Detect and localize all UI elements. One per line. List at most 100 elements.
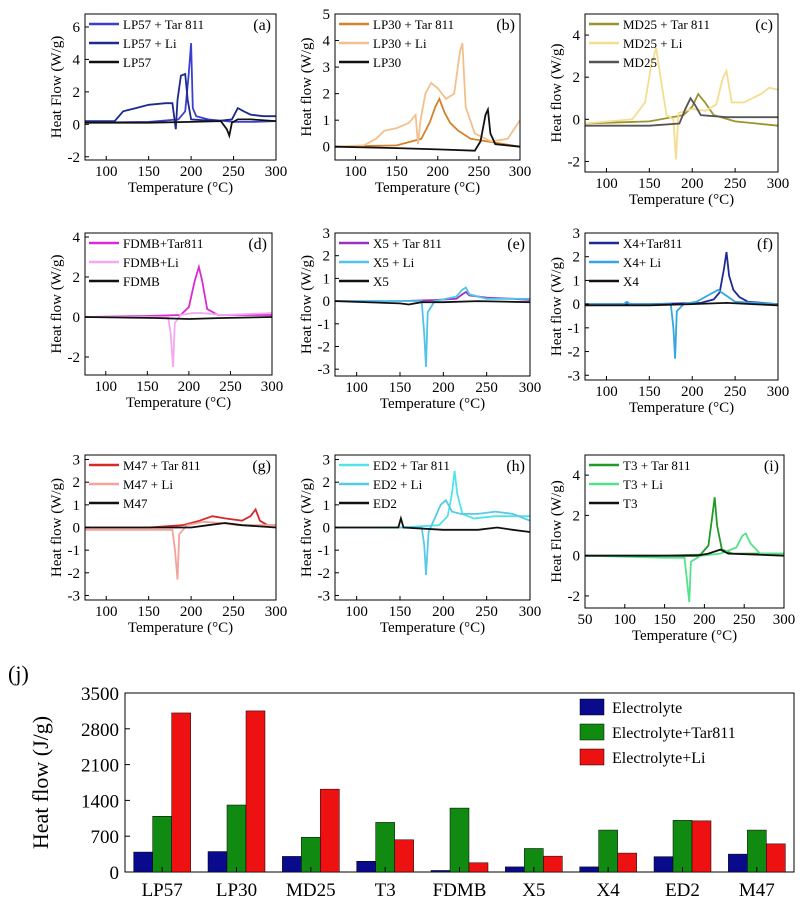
series-line-2 <box>335 106 520 152</box>
y-tick-label: -3 <box>568 368 581 384</box>
legend-label: ED2 + Li <box>373 477 423 492</box>
y-axis-title: Heat flow (W/g) <box>549 43 565 142</box>
y-axis-title: Heat Flow (W/g) <box>49 36 65 138</box>
y-tick-label: 0 <box>323 294 331 310</box>
x-tick-label: 200 <box>693 612 716 628</box>
x-tick-label: 250 <box>222 164 245 180</box>
panel-label: (b) <box>496 17 515 34</box>
y-tick-label: -1 <box>68 543 81 559</box>
series-line-2 <box>585 96 778 127</box>
x-tick-label: 300 <box>519 380 542 396</box>
series-line-1 <box>585 532 784 603</box>
legend-label: T3 + Li <box>623 477 663 492</box>
x-tick-label: 150 <box>136 379 159 395</box>
legend-label: X4 <box>623 274 639 289</box>
plot-frame <box>84 232 273 376</box>
x-tick-label: X4 <box>597 880 621 901</box>
legend-label: Electrolyte <box>612 700 682 717</box>
y-tick-label: -2 <box>318 339 331 355</box>
y-tick-label: -1 <box>568 321 581 337</box>
bar <box>672 820 693 873</box>
y-tick-label: 1 <box>323 498 331 514</box>
bar <box>207 851 228 873</box>
y-tick-label: 2 <box>73 475 81 491</box>
panel-label: (e) <box>507 236 525 253</box>
y-tick-label: 2 <box>73 270 81 286</box>
y-tick-label: 700 <box>91 827 120 848</box>
legend-label: X5 + Tar 811 <box>373 236 442 251</box>
legend-label: X5 <box>373 274 389 289</box>
y-tick-label: 2 <box>573 508 581 524</box>
legend-label: M47 <box>123 496 148 511</box>
bar <box>245 710 266 873</box>
y-tick-label: 0 <box>323 521 331 537</box>
x-tick-label: 300 <box>261 379 284 395</box>
y-tick-label: -2 <box>68 566 81 582</box>
legend-label: ED2 <box>373 496 397 511</box>
bar <box>394 839 414 873</box>
bar <box>430 870 451 873</box>
bar <box>653 856 674 873</box>
plot-frame <box>584 13 779 173</box>
x-tick-label: 250 <box>222 604 245 620</box>
x-axis-title: Temperature (°C) <box>375 180 480 196</box>
y-tick-label: 4 <box>573 468 581 484</box>
bar <box>543 855 563 873</box>
bar <box>598 829 618 873</box>
y-tick-label: 0 <box>73 521 81 537</box>
bar <box>320 788 340 873</box>
x-axis-title: Temperature (°C) <box>380 396 485 412</box>
x-tick-label: 300 <box>767 176 790 192</box>
series-line-1 <box>85 72 276 130</box>
x-tick-label: 250 <box>724 384 747 400</box>
x-tick-label: 100 <box>95 604 118 620</box>
y-tick-label: 2 <box>73 85 81 101</box>
x-tick-label: 250 <box>733 612 756 628</box>
y-tick-label: -3 <box>68 588 81 604</box>
series-line-2 <box>585 301 778 307</box>
y-tick-label: 3 <box>573 226 581 242</box>
legend-label: MD25 + Tar 811 <box>623 17 710 32</box>
series-line-1 <box>585 47 778 160</box>
y-tick-label: 0 <box>110 863 120 884</box>
panel-label: (c) <box>755 17 773 34</box>
legend-label: LP30 + Tar 811 <box>373 17 454 32</box>
series-line-2 <box>585 548 784 557</box>
x-tick-label: MD25 <box>286 880 336 901</box>
panel-label: (d) <box>248 236 267 253</box>
y-tick-label: 3 <box>323 60 331 76</box>
x-tick-label: 150 <box>137 604 160 620</box>
y-tick-label: 2100 <box>81 756 119 777</box>
x-tick-label: 300 <box>519 604 542 620</box>
legend-label: Electrolyte+Li <box>612 750 706 767</box>
x-tick-label: 200 <box>427 164 450 180</box>
x-tick-label: 250 <box>475 380 498 396</box>
series-line-0 <box>85 263 272 318</box>
bar-chart-j: 0 700 1400 2100 2800 3500 LP57 LP30 MD25 T3 FDMB X5… <box>8 661 795 901</box>
bar <box>152 816 172 873</box>
dsc-panel-3: 100 150 200 250 300 -2 0 2 4 Temperature (°C) Heat… <box>49 230 283 411</box>
bar <box>449 807 470 873</box>
y-axis-title: Heat flow (W/g) <box>299 478 315 577</box>
legend-label: LP57 + Tar 811 <box>123 17 204 32</box>
legend-label: FDMB <box>123 274 160 289</box>
series-line-0 <box>585 92 778 127</box>
series-line-0 <box>85 507 276 529</box>
y-tick-label: 4 <box>323 34 331 50</box>
x-tick-label: 250 <box>724 176 747 192</box>
y-axis-title: Heat flow (J/g) <box>28 716 53 849</box>
dsc-panel-4: 100 150 200 250 300 -3 -2 -1 0 1 2 3 Temperature (°C… <box>299 226 541 412</box>
x-tick-label: 100 <box>614 612 637 628</box>
legend-swatch <box>579 748 605 766</box>
x-axis-title: Temperature (°C) <box>629 192 734 208</box>
x-tick-label: 100 <box>345 604 368 620</box>
plot-frame <box>584 454 785 609</box>
bar <box>766 843 786 873</box>
x-tick-label: 150 <box>389 604 412 620</box>
x-tick-label: T3 <box>375 880 396 901</box>
y-tick-label: 1 <box>323 113 331 129</box>
x-tick-label: 200 <box>180 164 203 180</box>
panel-label: (g) <box>252 458 271 475</box>
series-line-0 <box>335 290 530 302</box>
x-tick-label: 100 <box>595 176 618 192</box>
